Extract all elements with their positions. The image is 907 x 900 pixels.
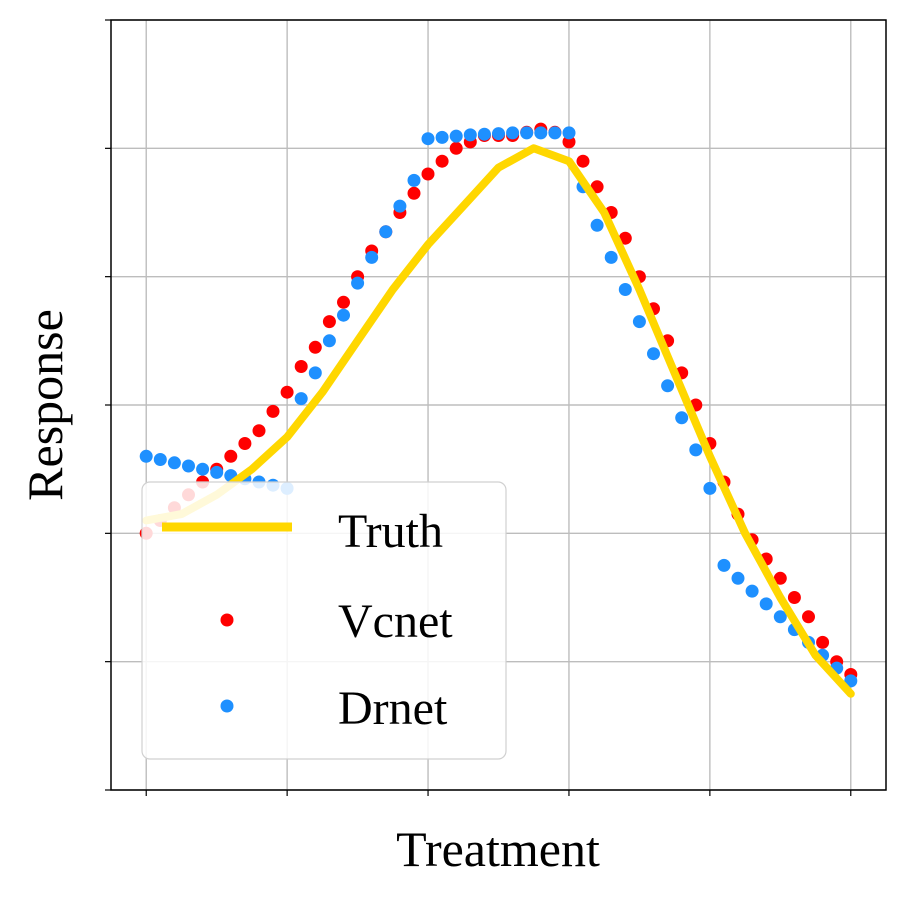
vcnet-point-32: [590, 180, 604, 194]
vcnet-point-45: [773, 571, 787, 585]
drnet-point-22: [449, 129, 463, 143]
vcnet-point-22: [449, 141, 463, 155]
legend-vcnet-marker: [220, 613, 234, 627]
drnet-point-34: [618, 283, 632, 296]
drnet-point-37: [661, 379, 675, 393]
vcnet-point-34: [618, 231, 632, 245]
drnet-point-45: [773, 610, 787, 624]
vcnet-point-19: [407, 186, 421, 200]
vcnet-point-9: [266, 404, 280, 418]
drnet-point-42: [731, 571, 745, 585]
drnet-point-3: [182, 459, 195, 473]
drnet-point-32: [590, 218, 604, 232]
ticks: [105, 19, 852, 796]
drnet-point-26: [506, 126, 520, 140]
vcnet-point-31: [576, 154, 590, 168]
vcnet-point-7: [238, 437, 252, 450]
drnet-point-39: [689, 443, 703, 457]
vcnet-point-10: [280, 385, 294, 399]
drnet-point-4: [196, 462, 210, 476]
vcnet-point-12: [308, 340, 322, 354]
drnet-point-1: [153, 453, 167, 466]
vcnet-point-20: [421, 167, 435, 181]
drnet-point-17: [379, 225, 393, 239]
legend-drnet-label: Drnet: [338, 682, 448, 735]
vcnet-point-11: [294, 360, 308, 373]
drnet-point-25: [492, 127, 505, 141]
drnet-point-43: [745, 584, 759, 598]
vcnet-point-13: [322, 315, 336, 329]
drnet-point-13: [322, 334, 336, 348]
drnet-point-20: [421, 132, 435, 146]
drnet-point-41: [717, 558, 731, 572]
vcnet-point-6: [224, 449, 238, 463]
drnet-point-40: [703, 481, 717, 495]
drnet-point-2: [167, 456, 181, 470]
drnet-point-36: [647, 347, 660, 361]
drnet-point-33: [604, 250, 618, 264]
legend-truth-label: Truth: [338, 505, 443, 558]
drnet-point-27: [520, 126, 534, 140]
drnet-point-44: [759, 597, 773, 611]
vcnet-point-30: [562, 135, 576, 149]
legend-box: [141, 481, 507, 760]
drnet-point-12: [308, 366, 322, 380]
drnet-point-16: [365, 250, 379, 264]
truth-line: [142, 144, 855, 698]
legend-drnet-marker: [220, 699, 234, 713]
plot-area: [139, 122, 858, 698]
drnet-point-5: [210, 465, 224, 479]
vcnet-point-8: [252, 424, 266, 438]
vcnet-point-48: [816, 635, 830, 649]
vcnet-point-46: [787, 591, 801, 604]
drnet-point-18: [393, 199, 407, 213]
drnet-point-35: [632, 315, 646, 329]
y-axis-label: Response: [17, 309, 73, 501]
drnet-point-38: [675, 411, 689, 425]
drnet-point-19: [407, 173, 421, 187]
drnet-point-14: [337, 308, 350, 322]
vcnet-point-14: [337, 295, 350, 309]
legend: Truth Vcnet Drnet: [141, 481, 507, 760]
drnet-point-0: [139, 449, 153, 463]
drnet-point-24: [477, 127, 491, 141]
drnet-point-15: [351, 276, 365, 290]
vcnet-point-21: [435, 154, 449, 168]
drnet-point-30: [562, 126, 576, 140]
drnet-point-50: [844, 674, 858, 688]
drnet-point-29: [548, 126, 562, 140]
drnet-point-28: [534, 126, 548, 140]
drnet-point-11: [294, 392, 308, 406]
drnet-point-23: [463, 128, 477, 142]
vcnet-point-47: [802, 610, 815, 624]
legend-vcnet-label: Vcnet: [338, 595, 453, 648]
drnet-point-21: [435, 130, 449, 144]
x-axis-label: Treatment: [396, 821, 600, 877]
